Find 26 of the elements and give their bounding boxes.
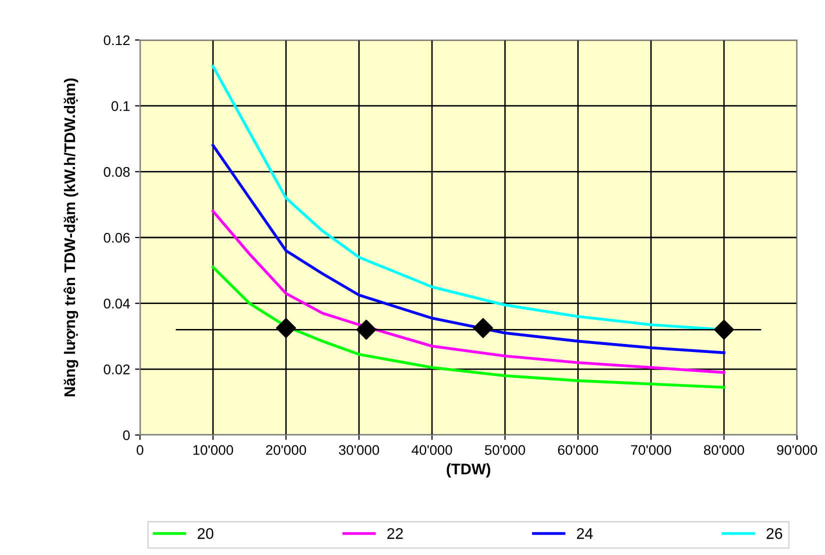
x-tick-label: 0 <box>136 445 144 455</box>
legend-label: 26 <box>766 528 782 539</box>
line-series <box>212 144 726 354</box>
y-tick-label: 0.12 <box>104 35 130 46</box>
legend-label: 24 <box>576 528 593 539</box>
legend-label: 22 <box>387 528 403 539</box>
x-axis-title: (TDW) <box>446 463 490 478</box>
y-tick-label: 0.02 <box>104 364 130 374</box>
y-tick-label: 0.04 <box>104 298 130 309</box>
x-tick-label: 70'000 <box>631 445 672 455</box>
x-tick-label: 30'000 <box>338 445 380 455</box>
x-tick-label: 40'000 <box>412 445 452 455</box>
x-tick-label: 90'000 <box>777 445 818 455</box>
x-tick-label: 20'000 <box>266 445 306 455</box>
x-tick-label: 80'000 <box>704 445 744 455</box>
line-series <box>212 210 726 374</box>
y-tick-label: 0.08 <box>104 167 130 177</box>
y-axis-title: Năng lượng trên TDW-dặm (kW.h/TDW.dặm) <box>64 78 78 396</box>
x-tick-label: 60'000 <box>558 445 598 455</box>
y-tick-label: 0 <box>123 430 130 440</box>
line-series <box>212 266 726 389</box>
x-tick-label: 50'000 <box>484 445 526 455</box>
legend-label: 20 <box>198 528 214 539</box>
y-tick-label: 0.06 <box>104 232 130 243</box>
x-tick-label: 10'000 <box>193 445 234 455</box>
y-tick-label: 0.1 <box>112 101 130 112</box>
